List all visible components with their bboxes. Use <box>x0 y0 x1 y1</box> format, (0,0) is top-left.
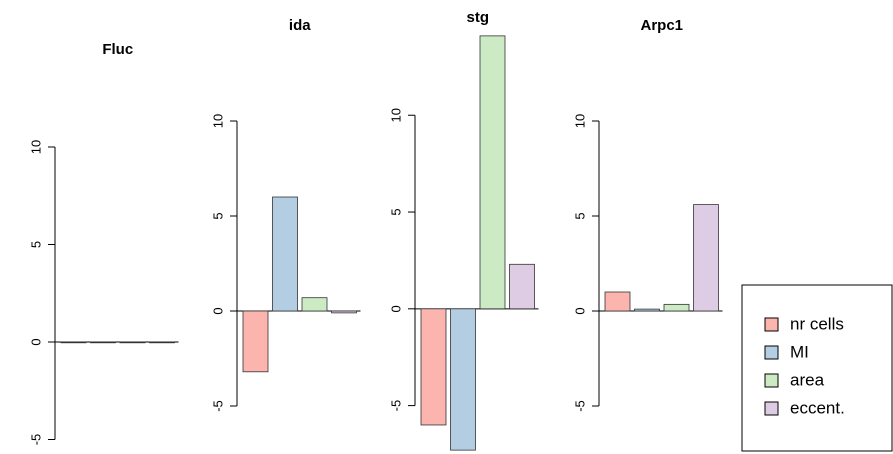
legend-swatch <box>764 373 779 388</box>
bar <box>301 297 328 312</box>
y-tick-label: -5 <box>388 400 403 412</box>
legend-label: nr cells <box>790 314 844 333</box>
legend-swatch <box>764 317 779 332</box>
bar <box>450 308 476 451</box>
chart-title: Arpc1 <box>640 17 683 34</box>
legend-box <box>741 284 893 452</box>
y-tick-label: 0 <box>388 305 403 312</box>
bar <box>90 341 116 344</box>
y-tick-label: -5 <box>572 400 587 412</box>
bar <box>479 35 506 310</box>
y-tick-label: 0 <box>210 307 225 314</box>
bar <box>509 263 535 310</box>
bar <box>242 310 269 373</box>
chart-title: Fluc <box>102 41 133 58</box>
bar <box>604 291 631 312</box>
legend-label: eccent. <box>790 398 845 417</box>
legend-label: area <box>790 370 825 389</box>
legend-label: MI <box>790 342 809 361</box>
y-tick-label: 10 <box>210 114 225 128</box>
y-tick-label: -5 <box>28 434 43 446</box>
bar <box>663 303 690 312</box>
bar <box>60 341 87 344</box>
chart-title: stg <box>467 9 490 26</box>
y-tick-label: 5 <box>572 212 587 219</box>
bar <box>272 196 298 312</box>
y-tick-label: -5 <box>210 400 225 412</box>
y-tick-label: 5 <box>28 241 43 248</box>
y-tick-label: 10 <box>388 108 403 122</box>
y-tick-label: 10 <box>572 114 587 128</box>
bar <box>331 310 357 314</box>
bar <box>420 308 447 426</box>
y-tick-label: 0 <box>572 307 587 314</box>
bar <box>149 341 175 344</box>
y-tick-label: 10 <box>28 140 43 154</box>
y-tick-label: 5 <box>210 212 225 219</box>
y-tick-label: 0 <box>28 338 43 345</box>
bar <box>119 341 146 344</box>
bar <box>693 204 719 312</box>
legend-swatch <box>764 401 779 416</box>
chart-title: ida <box>289 17 311 34</box>
legend-swatch <box>764 345 779 360</box>
bar <box>634 308 660 312</box>
y-tick-label: 5 <box>388 208 403 215</box>
